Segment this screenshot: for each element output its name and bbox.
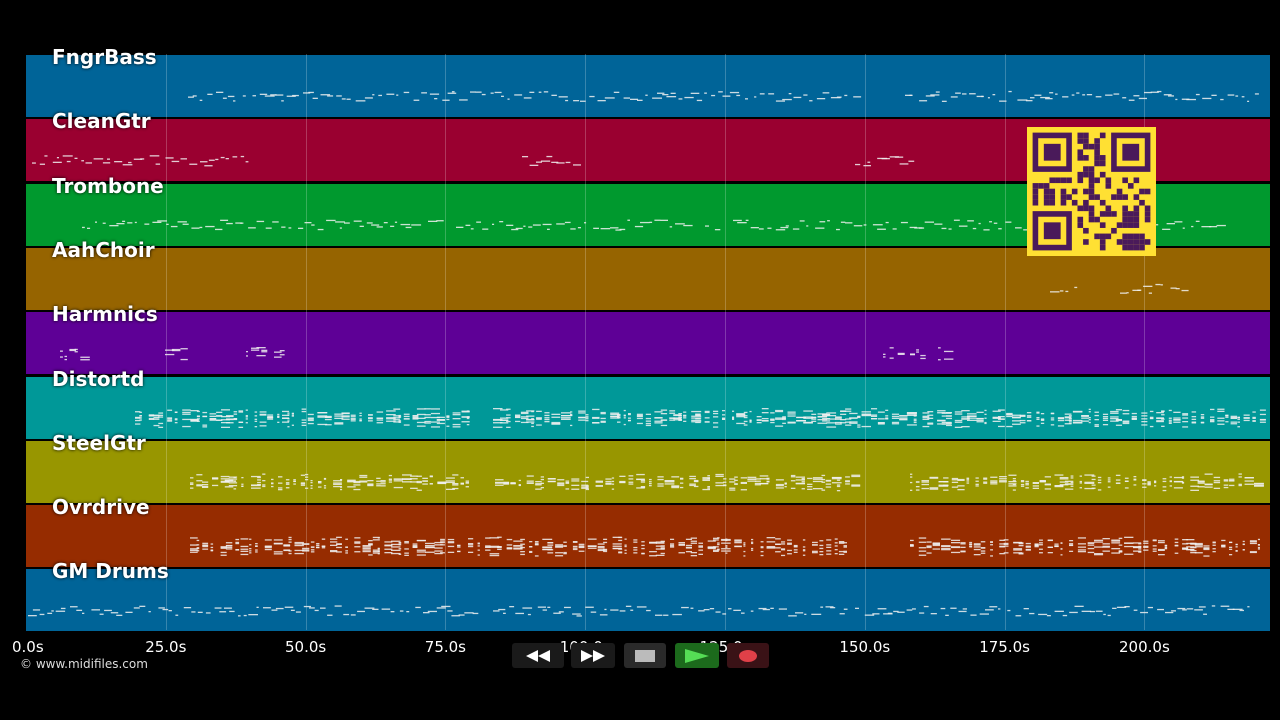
track-lane: Harmnics — [26, 302, 1270, 375]
track-name: GM Drums — [52, 559, 169, 584]
track-name: Distortd — [52, 366, 145, 391]
rewind-button[interactable] — [512, 643, 564, 668]
grid-line — [585, 54, 587, 630]
rewind-icon — [526, 649, 550, 662]
grid-line — [165, 54, 167, 630]
tick-label: 150.0s — [839, 638, 891, 656]
stop-button[interactable] — [624, 643, 666, 668]
grid-line — [1004, 54, 1006, 630]
track-lane: AahChoir — [26, 238, 1270, 310]
track-lane: Ovrdrive — [26, 495, 1270, 568]
track-name: Harmnics — [52, 302, 158, 327]
track-name: CleanGtr — [52, 109, 151, 134]
grid-line — [445, 54, 447, 630]
tick-label: 75.0s — [424, 638, 466, 656]
grid-line — [305, 54, 307, 630]
track-name: FngrBass — [52, 45, 157, 69]
track-lane: Distortd — [26, 367, 1270, 439]
track-name: SteelGtr — [52, 430, 146, 455]
track-lane: GM Drums — [26, 559, 1270, 632]
fast-forward-button[interactable] — [571, 643, 615, 668]
stop-icon — [635, 649, 655, 662]
track-lane: SteelGtr — [26, 431, 1270, 503]
copyright-text: © www.midifiles.com — [20, 657, 148, 671]
track-name: Ovrdrive — [52, 495, 150, 520]
track-name: AahChoir — [52, 237, 155, 262]
tick-label: 25.0s — [145, 638, 187, 656]
play-button[interactable] — [675, 643, 719, 668]
fast-forward-icon — [581, 649, 605, 662]
play-icon — [685, 648, 709, 663]
grid-line — [1144, 54, 1146, 630]
record-icon — [739, 649, 757, 662]
grid-line — [725, 54, 726, 630]
track-lane: FngrBass — [26, 45, 1270, 117]
qr-code-icon — [1027, 127, 1156, 256]
tick-label: 50.0s — [284, 638, 327, 656]
tick-label: 0.0s — [12, 638, 44, 656]
grid-line — [864, 54, 866, 630]
tick-label: 175.0s — [979, 638, 1030, 656]
tick-label: 200.0s — [1119, 638, 1170, 656]
track-name: Trombone — [52, 173, 164, 198]
record-button[interactable] — [727, 643, 769, 668]
